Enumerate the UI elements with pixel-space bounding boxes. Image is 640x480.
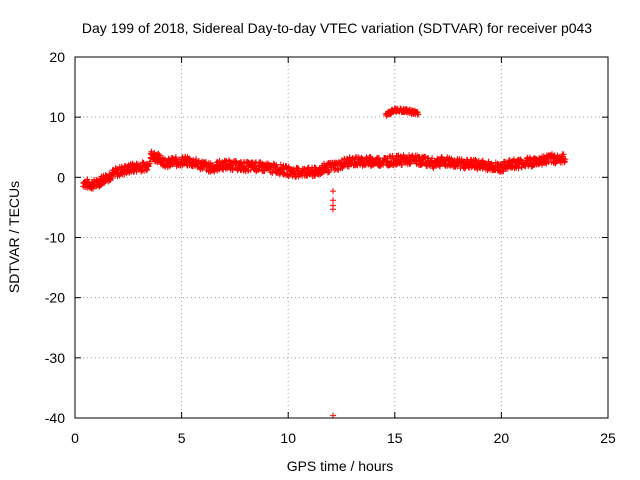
data-point [376,154,383,161]
x-tick-label: 15 [387,430,403,446]
y-axis-label: SDTVAR / TECUs [6,181,22,293]
x-tick-label: 0 [71,430,79,446]
x-tick-label: 5 [178,430,186,446]
outlier-point [329,188,336,195]
data-point [118,163,125,170]
x-tick-label: 10 [280,430,296,446]
outlier-point [329,197,336,204]
x-tick-label: 25 [600,430,616,446]
data-point [361,162,368,169]
data-point [109,174,116,181]
outlier-point [329,206,336,213]
data-point [146,158,153,165]
chart-title: Day 199 of 2018, Sidereal Day-to-day VTE… [82,20,592,36]
y-tick-label: -20 [45,290,65,306]
data-points [80,105,569,419]
data-point [273,162,280,169]
data-point [562,156,569,163]
data-point [232,162,239,169]
grid-lines [75,57,608,418]
x-tick-label: 20 [494,430,510,446]
data-point [517,156,524,163]
data-point [251,160,258,167]
y-tick-label: -40 [45,410,65,426]
y-tick-label: -30 [45,350,65,366]
data-point [277,161,284,168]
data-point [172,154,179,161]
data-point [544,157,551,164]
data-point [472,156,479,163]
y-tick-label: 0 [57,169,65,185]
x-axis-label: GPS time / hours [287,458,394,474]
data-point [216,157,223,164]
data-point [261,167,268,174]
data-point [84,176,91,183]
plot-frame [74,56,609,419]
tick-labels: 0 5 10 15 20 25 -40 -30 -20 -10 0 10 20 [45,49,616,446]
data-point [292,174,299,181]
data-point [326,168,333,175]
data-point [358,154,365,161]
data-point [88,185,95,192]
y-tick-label: -10 [45,230,65,246]
data-point [304,165,311,172]
y-tick-label: 20 [49,49,65,65]
data-point [415,111,422,118]
data-point [133,160,140,167]
y-tick-label: 10 [49,109,65,125]
data-point [500,168,507,175]
data-point [436,163,443,170]
data-point [289,166,296,173]
